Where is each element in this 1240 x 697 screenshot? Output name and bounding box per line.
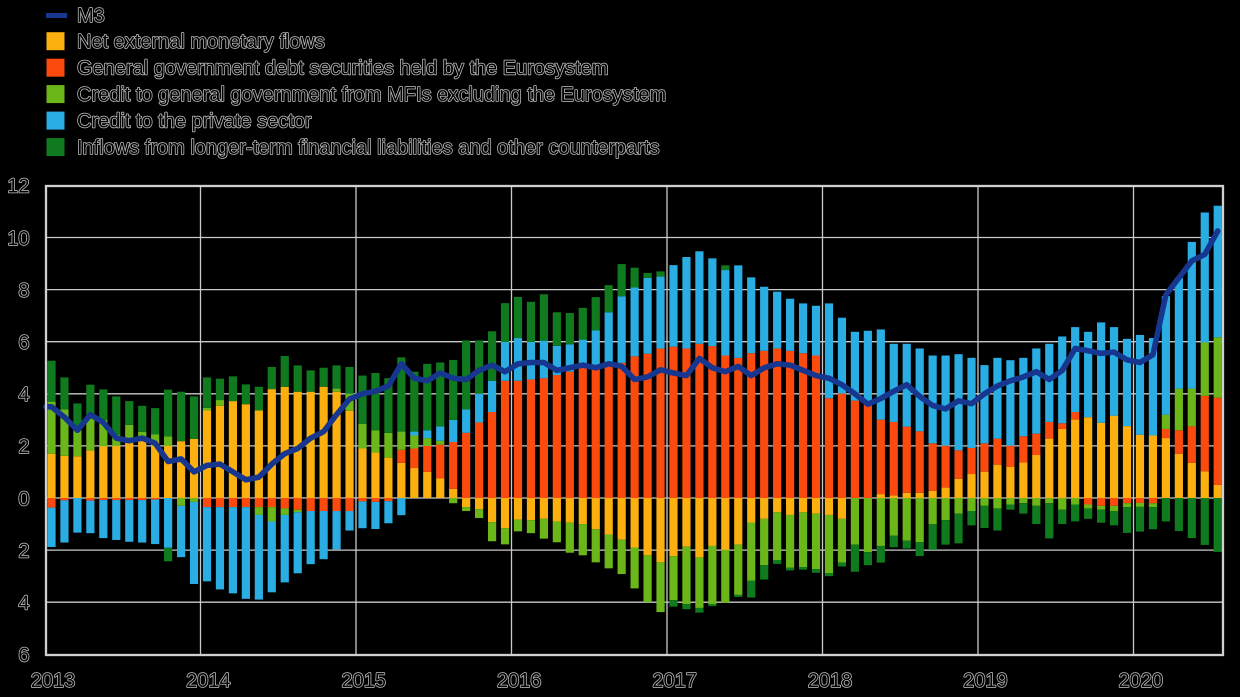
svg-text:2016: 2016 <box>497 670 542 692</box>
svg-text:General government debt securi: General government debt securities held … <box>77 58 608 80</box>
svg-text:2020: 2020 <box>1119 670 1164 692</box>
svg-text:4: 4 <box>18 384 29 406</box>
svg-text:10: 10 <box>7 228 29 250</box>
svg-text:2018: 2018 <box>808 670 853 692</box>
svg-text:2: 2 <box>18 436 29 458</box>
svg-text:4: 4 <box>18 593 29 615</box>
svg-text:2015: 2015 <box>342 670 387 692</box>
svg-text:M3: M3 <box>77 5 105 27</box>
svg-text:12: 12 <box>7 176 29 198</box>
svg-text:0: 0 <box>18 488 29 510</box>
svg-text:Credit to the private sector: Credit to the private sector <box>77 111 312 133</box>
svg-text:6: 6 <box>18 645 29 667</box>
svg-text:2019: 2019 <box>963 670 1008 692</box>
svg-text:6: 6 <box>18 332 29 354</box>
svg-text:2017: 2017 <box>652 670 697 692</box>
svg-text:2014: 2014 <box>186 670 231 692</box>
svg-text:8: 8 <box>18 280 29 302</box>
svg-text:Credit to general government f: Credit to general government from MFIs e… <box>77 84 666 106</box>
svg-text:Net external monetary flows: Net external monetary flows <box>77 31 325 53</box>
svg-text:2: 2 <box>18 540 29 562</box>
svg-text:Inflows from longer-term finan: Inflows from longer-term financial liabi… <box>77 137 660 159</box>
svg-text:2013: 2013 <box>31 670 76 692</box>
